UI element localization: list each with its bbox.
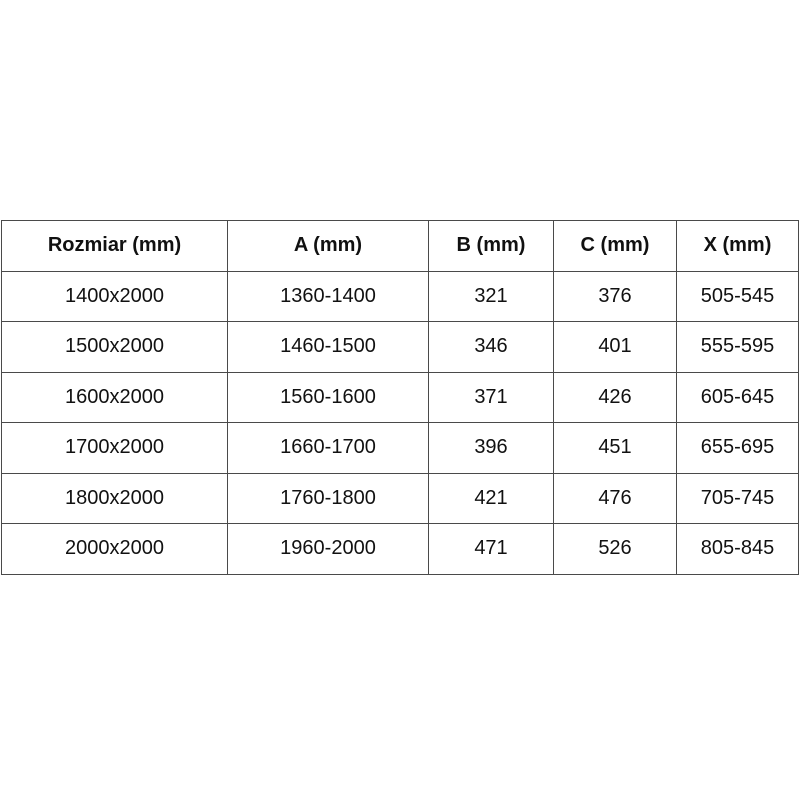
cell-a: 1960-2000 (227, 523, 429, 575)
cell-size: 1500x2000 (1, 321, 228, 373)
cell-c: 401 (553, 321, 677, 373)
cell-c: 376 (553, 270, 677, 322)
cell-b: 471 (428, 523, 554, 575)
cell-size: 1600x2000 (1, 371, 228, 423)
header-size: Rozmiar (mm) (1, 220, 228, 272)
cell-size: 1400x2000 (1, 270, 228, 322)
cell-a: 1660-1700 (227, 422, 429, 474)
table-row: 1500x2000 1460-1500 346 401 555-595 (1, 321, 799, 373)
cell-size: 1800x2000 (1, 472, 228, 524)
table-row: 1400x2000 1360-1400 321 376 505-545 (1, 270, 799, 322)
cell-c: 426 (553, 371, 677, 423)
cell-c: 476 (553, 472, 677, 524)
header-b: B (mm) (428, 220, 554, 272)
cell-b: 396 (428, 422, 554, 474)
header-a: A (mm) (227, 220, 429, 272)
header-x: X (mm) (676, 220, 799, 272)
cell-x: 555-595 (676, 321, 799, 373)
cell-x: 805-845 (676, 523, 799, 575)
table-row: 1800x2000 1760-1800 421 476 705-745 (1, 472, 799, 524)
cell-a: 1360-1400 (227, 270, 429, 322)
cell-b: 346 (428, 321, 554, 373)
cell-x: 505-545 (676, 270, 799, 322)
cell-c: 451 (553, 422, 677, 474)
cell-a: 1760-1800 (227, 472, 429, 524)
cell-size: 2000x2000 (1, 523, 228, 575)
table-row: 1700x2000 1660-1700 396 451 655-695 (1, 422, 799, 474)
cell-b: 371 (428, 371, 554, 423)
cell-b: 421 (428, 472, 554, 524)
cell-x: 605-645 (676, 371, 799, 423)
header-row: Rozmiar (mm) A (mm) B (mm) C (mm) X (mm) (1, 220, 799, 272)
cell-size: 1700x2000 (1, 422, 228, 474)
cell-a: 1560-1600 (227, 371, 429, 423)
dimensions-table: Rozmiar (mm) A (mm) B (mm) C (mm) X (mm)… (1, 220, 799, 575)
cell-b: 321 (428, 270, 554, 322)
cell-x: 655-695 (676, 422, 799, 474)
cell-x: 705-745 (676, 472, 799, 524)
cell-a: 1460-1500 (227, 321, 429, 373)
cell-c: 526 (553, 523, 677, 575)
header-c: C (mm) (553, 220, 677, 272)
table-row: 2000x2000 1960-2000 471 526 805-845 (1, 523, 799, 575)
table-row: 1600x2000 1560-1600 371 426 605-645 (1, 371, 799, 423)
